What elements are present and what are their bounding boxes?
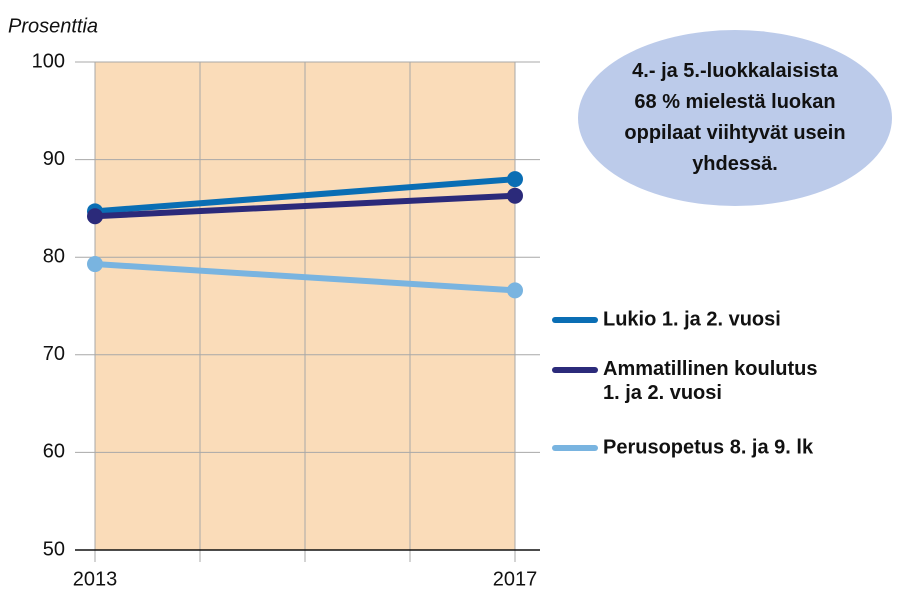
marker — [507, 282, 523, 299]
y-tick-label: 100 — [32, 50, 65, 72]
y-tick-label: 90 — [43, 148, 65, 170]
callout-text-part: mielestä luokan — [680, 91, 836, 113]
callout-text-part: yhdessä. — [692, 153, 778, 175]
marker — [87, 256, 103, 273]
y-axis-label: Prosenttia — [8, 15, 98, 37]
legend-label: Perusopetus 8. ja 9. lk — [603, 436, 814, 458]
legend-label: Ammatillinen koulutus 1. ja 2. vuosi — [603, 358, 817, 404]
y-tick-label: 60 — [43, 441, 65, 463]
callout — [578, 30, 892, 206]
y-tick-label: 70 — [43, 343, 65, 365]
y-tick-label: 80 — [43, 245, 65, 267]
marker — [507, 171, 523, 188]
callout-text: yhdessä. — [692, 153, 778, 175]
callout-text: 4.- ja 5.-luokkalaisista — [632, 60, 839, 82]
line — [94, 176, 516, 215]
callout-text: oppilaat viihtyvät usein — [624, 122, 845, 144]
x-tick-label: 2017 — [493, 568, 538, 590]
y-tick-label: 50 — [43, 538, 65, 560]
x-tick-label: 2013 — [73, 568, 118, 590]
callout-text-part: 68 % — [634, 91, 680, 113]
callout-text: 68 % mielestä luokan — [634, 91, 835, 113]
legend-label: Lukio 1. ja 2. vuosi — [603, 308, 781, 330]
marker — [507, 187, 523, 204]
line — [94, 192, 516, 220]
line — [94, 261, 516, 294]
callout-text-part: 4.- ja 5.-luokkalaisista — [632, 60, 839, 82]
marker — [87, 208, 103, 225]
callout-text-part: oppilaat viihtyvät usein — [624, 122, 845, 144]
